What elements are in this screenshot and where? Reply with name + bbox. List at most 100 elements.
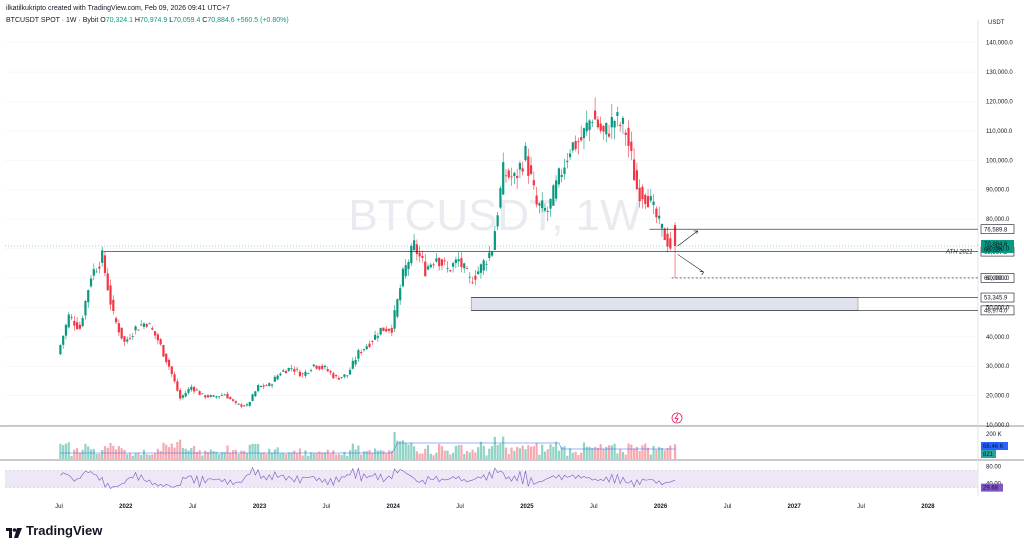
volume-bar: [204, 450, 207, 459]
candle: [323, 364, 327, 370]
volume-bar: [335, 454, 338, 459]
candle: [396, 298, 399, 319]
candle: [181, 393, 185, 400]
candle: [223, 393, 226, 396]
candle: [354, 356, 357, 367]
candle: [496, 211, 499, 231]
volume-bar: [128, 453, 132, 459]
rsi-last-label: 29.68: [981, 483, 1003, 492]
volume-bar: [387, 450, 391, 459]
volume-bar: [354, 449, 357, 459]
candle: [282, 368, 285, 372]
volume-bar: [268, 448, 271, 459]
candle: [641, 184, 644, 209]
candle: [463, 262, 466, 274]
candle: [332, 371, 335, 379]
bullish-arrow[interactable]: [677, 230, 698, 247]
volume-bar: [92, 448, 95, 459]
ath-note: ATH 2021: [945, 250, 973, 256]
candle: [619, 121, 622, 132]
support-zone: [470, 297, 859, 311]
volume-bar: [605, 446, 608, 459]
volume-bar: [499, 443, 502, 459]
candle: [451, 261, 455, 273]
lightning-icon[interactable]: [671, 412, 683, 424]
volume-bar: [109, 442, 112, 459]
close-value: 70,884.6: [207, 17, 235, 24]
countdown-text: 6d 22h: [984, 247, 1002, 253]
candle: [76, 317, 79, 330]
volume-bar: [156, 448, 159, 459]
price-axis-tick: 120,000.0: [986, 100, 1013, 106]
volume-bar: [507, 454, 510, 459]
candle: [360, 349, 363, 356]
volume-bar: [596, 447, 599, 459]
volume-bar: [529, 446, 533, 459]
candle: [70, 314, 73, 321]
price-axis-tick: 60,000.0: [986, 276, 1010, 282]
volume-bar: [262, 452, 265, 459]
volume-bar: [282, 452, 285, 459]
symbol-legend[interactable]: BTCUSDT SPOT · 1W · Bybit O70,324.1 H70,…: [6, 17, 289, 24]
candle: [64, 323, 68, 340]
volume-bar: [162, 442, 165, 459]
candle: [112, 295, 115, 315]
candle: [527, 148, 530, 184]
rsi-last-value: 29.68: [983, 486, 999, 492]
volume-bar: [412, 446, 416, 459]
candle: [449, 269, 452, 273]
price-axis-tick: 20,000.0: [986, 394, 1010, 400]
candle: [326, 366, 329, 372]
volume-bar: [279, 453, 282, 459]
volume-bar: [449, 454, 452, 459]
candle: [607, 124, 611, 139]
volume-bar: [560, 446, 563, 459]
volume-bar: [385, 453, 388, 459]
volume-bar: [307, 455, 310, 459]
candle: [101, 246, 104, 267]
tradingview-logo[interactable]: TradingView: [6, 523, 102, 538]
candle: [660, 223, 664, 237]
rsi-axis-tick: 80.00: [986, 464, 1002, 470]
candle: [658, 206, 661, 225]
symbol-name[interactable]: BTCUSDT SPOT · 1W · Bybit: [6, 17, 99, 24]
volume-bar: [638, 451, 641, 459]
volume-bar: [198, 450, 201, 459]
candle: [309, 368, 313, 373]
candle: [516, 168, 519, 189]
candle: [117, 319, 120, 337]
candle: [538, 202, 541, 214]
candle: [594, 97, 597, 120]
candle: [552, 184, 555, 206]
candle: [287, 367, 290, 372]
candle: [365, 344, 368, 351]
candle: [340, 377, 343, 380]
candle: [73, 315, 76, 331]
volume-bar: [669, 445, 672, 459]
candle: [426, 263, 430, 271]
volume-bar: [524, 449, 527, 459]
volume-bar: [465, 450, 469, 459]
candle: [106, 268, 109, 292]
volume-bar: [613, 443, 616, 459]
candle: [290, 364, 293, 372]
candle: [602, 124, 605, 140]
candle: [179, 388, 182, 401]
volume-bar: [240, 450, 243, 459]
price-axis-tick: 100,000.0: [986, 158, 1013, 164]
volume-bar: [563, 446, 566, 459]
volume-bar: [114, 449, 118, 459]
volume-bar: [373, 448, 377, 459]
time-axis-tick: Jul: [590, 504, 598, 510]
volume-bar: [440, 446, 444, 459]
bearish-arrow[interactable]: [677, 254, 704, 276]
level-price-text: 60,000.0: [984, 276, 1008, 282]
candle: [220, 392, 224, 396]
volume-bar: [477, 447, 480, 459]
volume-bar: [332, 450, 335, 459]
volume-bar: [655, 449, 658, 459]
volume-bar: [248, 444, 251, 459]
price-axis-tick: 140,000.0: [986, 41, 1013, 47]
volume-bar: [451, 452, 455, 459]
